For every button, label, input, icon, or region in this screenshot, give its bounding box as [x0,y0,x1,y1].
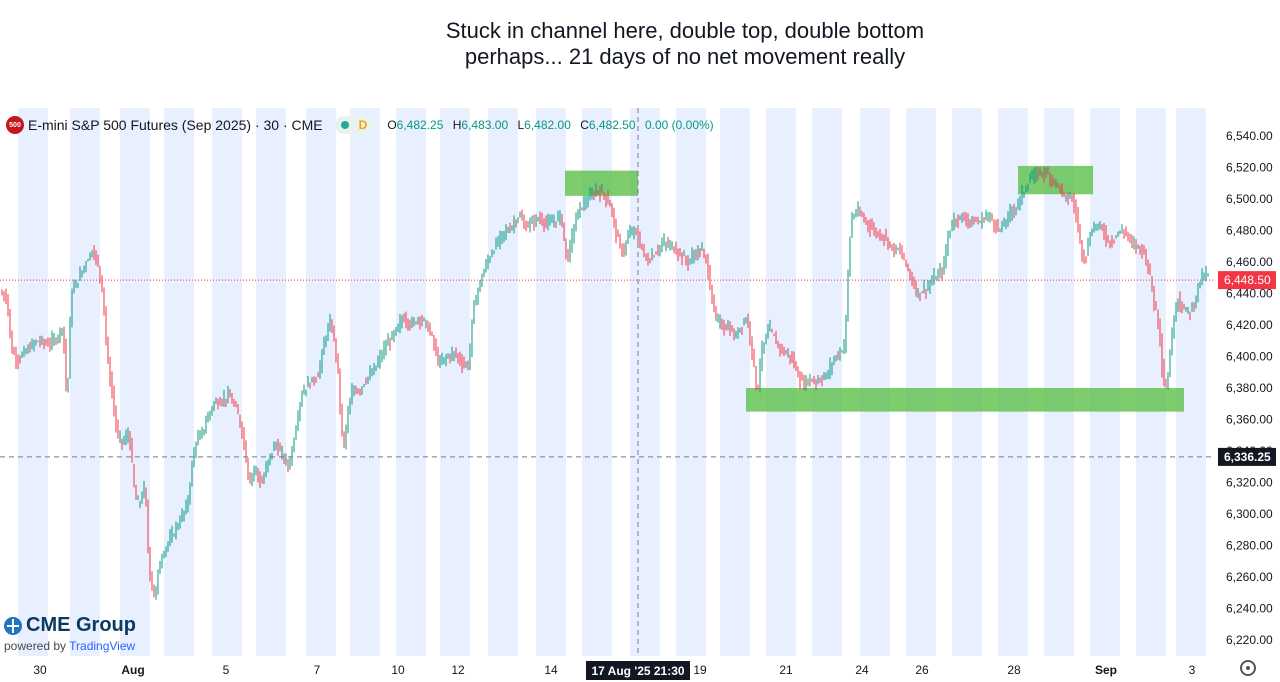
ohlc-values: O6,482.25 H6,483.00 L6,482.00 C6,482.50 … [387,118,714,132]
session-band [860,108,890,656]
session-band [630,108,660,656]
x-tick-label: 7 [314,663,321,677]
symbol-title[interactable]: E-mini S&P 500 Futures (Sep 2025) · 30 ·… [28,117,323,133]
y-tick-label: 6,280.00 [1226,539,1273,553]
candle-series [1,166,1209,600]
x-tick-label: 14 [544,663,558,677]
x-tick-label: 24 [855,663,869,677]
session-band [766,108,796,656]
powered-by[interactable]: powered by TradingView [4,639,136,653]
x-tick-label: 30 [33,663,47,677]
high-value: 6,483.00 [461,118,509,132]
session-band [120,108,150,656]
session-band [306,108,336,656]
session-band [164,108,194,656]
session-band [812,108,842,656]
crosshair-time-label: 17 Aug '25 21:30 [591,664,684,678]
settings-gear-icon[interactable] [1240,660,1256,676]
session-band [998,108,1028,656]
branding[interactable]: CME Group powered by TradingView [4,614,136,653]
y-tick-label: 6,500.00 [1226,192,1273,206]
x-tick-label: 19 [693,663,707,677]
session-band [440,108,470,656]
session-band [1176,108,1206,656]
session-band [582,108,612,656]
x-tick-label: 10 [391,663,405,677]
session-band [1044,108,1074,656]
y-tick-label: 6,320.00 [1226,476,1273,490]
y-tick-label: 6,480.00 [1226,224,1273,238]
session-band [952,108,982,656]
session-band [536,108,566,656]
session-band [18,108,48,656]
y-tick-label: 6,260.00 [1226,570,1273,584]
y-tick-label: 6,360.00 [1226,413,1273,427]
price-axis: 6,540.00 6,520.00 6,500.00 6,480.00 6,460.00… [1218,129,1276,647]
crosshair-time-tag [586,661,690,680]
session-band [906,108,936,656]
low-value: 6,482.00 [524,118,571,132]
y-tick-label: 6,300.00 [1226,507,1273,521]
cme-logo: CME Group [4,614,136,637]
change-value: 0.00 (0.00%) [644,118,714,132]
price-chart[interactable]: 6,540.00 6,520.00 6,500.00 6,480.00 6,460.00… [0,108,1280,682]
legend-toggles[interactable]: D [334,116,374,134]
x-tick-label: 3 [1189,663,1196,677]
session-bands [18,108,1206,656]
last-price-tag [1218,271,1276,290]
x-tick-label: 26 [915,663,929,677]
last-price-label: 6,448.50 [1224,273,1271,287]
market-status-icon [340,121,349,129]
x-tick-label: 28 [1007,663,1021,677]
y-tick-label: 6,420.00 [1226,318,1273,332]
y-tick-label: 6,380.00 [1226,381,1273,395]
session-band [256,108,286,656]
x-tick-label: Sep [1095,663,1117,677]
y-tick-label: 6,520.00 [1226,161,1273,175]
data-delay-badge: D [358,118,368,132]
session-band [212,108,242,656]
chart-annotation-title: Stuck in channel here, double top, doubl… [445,18,925,69]
price-lines [0,108,1215,656]
zone-channel-bottom [746,388,1184,412]
y-tick-label: 6,440.00 [1226,287,1273,301]
close-value: 6,482.50 [588,118,636,132]
session-band [720,108,750,656]
symbol-legend[interactable]: 500 E-mini S&P 500 Futures (Sep 2025) · … [6,115,720,135]
y-tick-label: 6,400.00 [1226,350,1273,364]
session-band [70,108,100,656]
session-band [350,108,380,656]
x-tick-label: 12 [451,663,465,677]
time-axis: 30 Aug 5 7 10 12 14 19 21 24 26 28 Sep 3 17 Aug '25 21… [33,661,1196,680]
y-tick-label: 6,240.00 [1226,602,1273,616]
globe-icon [4,616,22,635]
session-band [1136,108,1166,656]
tradingview-link: TradingView [69,639,136,653]
x-tick-label: 5 [223,663,230,677]
annotation-zones [565,165,1184,412]
y-tick-label: 6,460.00 [1226,255,1273,269]
session-band [676,108,706,656]
session-band [396,108,426,656]
y-tick-label: 6,540.00 [1226,129,1273,143]
y-tick-label: 6,220.00 [1226,633,1273,647]
session-band [1090,108,1120,656]
symbol-logo-icon: 500 [6,116,24,134]
session-band [488,108,518,656]
x-tick-label: 21 [779,663,793,677]
open-value: 6,482.25 [396,118,444,132]
x-tick-label: Aug [121,663,144,677]
crosshair-price-label: 6,336.25 [1224,450,1271,464]
crosshair-price-tag [1218,447,1276,466]
